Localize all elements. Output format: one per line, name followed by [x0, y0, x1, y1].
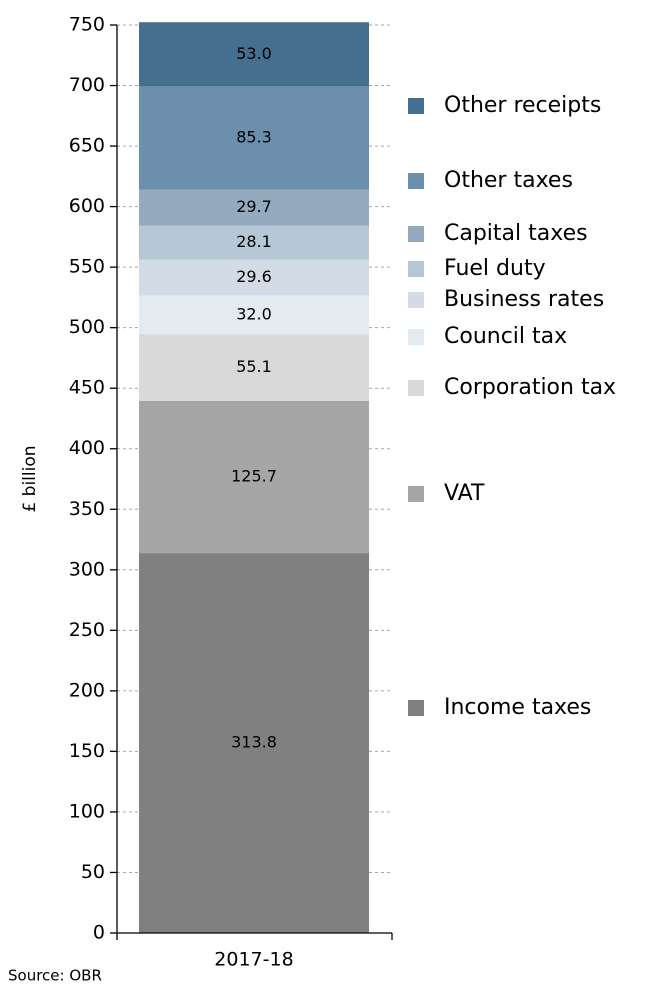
bar-segment	[139, 400, 369, 554]
y-tick-label: 750	[69, 14, 105, 36]
y-tick-label: 250	[69, 619, 105, 641]
legend-swatch	[408, 700, 424, 716]
bar-segment	[139, 295, 369, 335]
value-label: 313.8	[231, 733, 277, 752]
legend-label: Other receipts	[444, 93, 601, 118]
value-label: 55.1	[236, 357, 272, 376]
legend-swatch	[408, 261, 424, 277]
y-tick-label: 400	[69, 437, 105, 459]
value-label: 28.1	[236, 232, 272, 251]
legend-swatch	[408, 292, 424, 308]
x-tick-label: 2017-18	[214, 949, 293, 971]
bar-segment	[139, 553, 369, 933]
legend-label: Other taxes	[444, 168, 573, 193]
y-tick-label: 700	[69, 74, 105, 96]
legend-swatch	[408, 329, 424, 345]
legend-label: Council tax	[444, 324, 567, 349]
y-tick-label: 100	[69, 800, 105, 822]
value-label: 29.7	[236, 197, 272, 216]
legend-swatch	[408, 173, 424, 189]
legend-label: Income taxes	[444, 695, 591, 720]
y-tick-label: 0	[93, 922, 105, 944]
bar-segment	[139, 189, 369, 226]
legend-label: Fuel duty	[444, 256, 546, 281]
legend-swatch	[408, 486, 424, 502]
y-tick-label: 150	[69, 740, 105, 762]
legend-label: VAT	[444, 481, 485, 506]
legend-label: Business rates	[444, 287, 604, 312]
value-label: 85.3	[236, 128, 272, 147]
y-tick-label: 300	[69, 558, 105, 580]
y-tick-label: 450	[69, 377, 105, 399]
y-axis-label: £ billion	[20, 445, 40, 512]
legend-swatch	[408, 380, 424, 396]
legend-label: Capital taxes	[444, 221, 588, 246]
y-tick-label: 550	[69, 256, 105, 278]
value-label: 125.7	[231, 467, 277, 486]
y-tick-label: 600	[69, 195, 105, 217]
legend-swatch	[408, 226, 424, 242]
y-tick-label: 500	[69, 316, 105, 338]
bar-segment	[139, 86, 369, 190]
legend-label: Corporation tax	[444, 375, 616, 400]
bar-segment	[139, 259, 369, 296]
bar-segment	[139, 334, 369, 401]
value-label: 53.0	[236, 44, 272, 63]
bar-segment	[139, 22, 369, 87]
y-tick-label: 650	[69, 135, 105, 157]
legend-swatch	[408, 98, 424, 114]
bar-segment	[139, 225, 369, 260]
value-label: 32.0	[236, 304, 272, 323]
y-tick-label: 200	[69, 679, 105, 701]
y-tick-label: 350	[69, 498, 105, 520]
value-label: 29.6	[236, 267, 272, 286]
y-tick-label: 50	[81, 861, 105, 883]
source: Source: OBR	[8, 967, 102, 985]
